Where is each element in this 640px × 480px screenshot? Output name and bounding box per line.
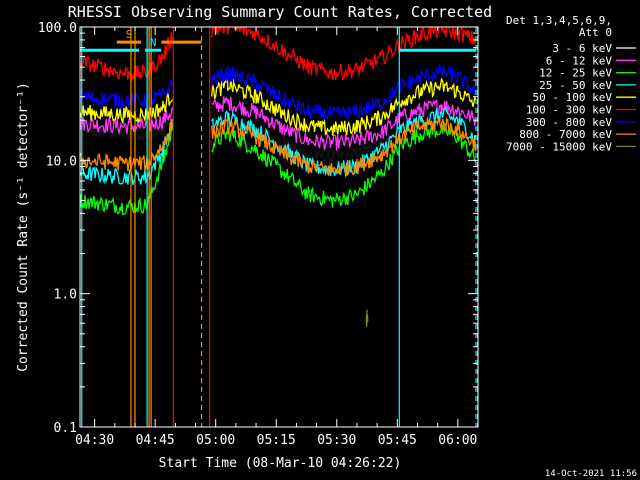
- x-tick-label-4: 05:30: [317, 433, 356, 448]
- series-line-1: [80, 96, 477, 151]
- legend-header-0: Det 1,3,4,5,6,9,: [506, 14, 612, 27]
- series-line-3: [80, 106, 477, 186]
- y-tick-label-2: 10.0: [46, 154, 77, 169]
- y-tick-label-0: 0.1: [54, 421, 77, 436]
- legend-label-3: 25 - 50 keV: [539, 79, 612, 92]
- timestamp: 14-Oct-2021 11:56: [545, 469, 637, 479]
- x-tick-label-2: 05:00: [196, 433, 235, 448]
- x-tick-label-6: 06:00: [438, 433, 477, 448]
- legend-label-1: 6 - 12 keV: [546, 54, 613, 67]
- legend-label-7: 800 - 7000 keV: [519, 128, 612, 141]
- series-8: [365, 309, 369, 327]
- flag-bars: SN: [80, 28, 477, 52]
- legend-label-4: 50 - 100 keV: [533, 91, 613, 104]
- y-axis-label: Corrected Count Rate (s⁻¹ detector⁻¹): [16, 82, 31, 372]
- flag-label-1: N: [150, 36, 157, 49]
- series-3: [80, 106, 477, 186]
- flag-label-0: S: [126, 28, 133, 41]
- legend-label-5: 100 - 300 keV: [526, 104, 612, 117]
- series-7: [80, 116, 477, 178]
- series-layer: [80, 27, 477, 327]
- x-tick-label-5: 05:45: [378, 433, 417, 448]
- x-tick-label-3: 05:15: [257, 433, 296, 448]
- series-4: [80, 77, 477, 136]
- chart-title: RHESSI Observing Summary Count Rates, Co…: [68, 3, 492, 21]
- series-6: [80, 63, 477, 122]
- legend-label-6: 300 - 800 keV: [526, 116, 612, 129]
- vertical-markers: [81, 27, 479, 427]
- series-line-7: [80, 116, 477, 178]
- legend-header-1: Att 0: [579, 26, 612, 39]
- series-1: [80, 96, 477, 151]
- plot-frame: [79, 26, 479, 428]
- x-tick-label-0: 04:30: [75, 433, 114, 448]
- y-axis: 0.1 1.0 10.0 100.0: [38, 21, 478, 436]
- x-tick-label-1: 04:45: [136, 433, 175, 448]
- legend-label-0: 3 - 6 keV: [552, 42, 612, 55]
- series-line-6: [80, 63, 477, 122]
- y-tick-label-3: 100.0: [38, 21, 77, 36]
- y-tick-label-1: 1.0: [54, 288, 77, 303]
- series-line-4: [80, 77, 477, 136]
- legend-label-8: 7000 - 15000 keV: [506, 140, 612, 153]
- x-axis-label: Start Time (08-Mar-10 04:26:22): [159, 456, 402, 471]
- legend-label-2: 12 - 25 keV: [539, 67, 612, 80]
- x-axis: 04:30 04:45 05:00 05:15 05:30 05:45 06:00: [75, 27, 479, 448]
